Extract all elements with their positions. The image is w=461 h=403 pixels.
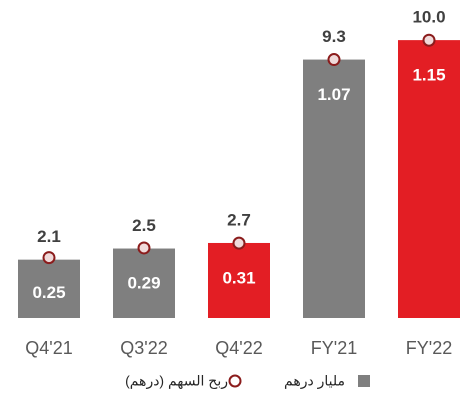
- bar: [398, 40, 460, 318]
- legend-label: ربح السهم (درهم): [125, 373, 228, 390]
- value-label: 2.1: [37, 227, 61, 246]
- value-label: 9.3: [322, 27, 346, 46]
- legend-marker: [228, 374, 242, 388]
- value-label: 2.7: [227, 210, 251, 229]
- x-tick-label: FY'21: [311, 338, 357, 358]
- x-tick-label: Q4'22: [215, 338, 262, 358]
- legend-swatch: [358, 375, 370, 387]
- x-tick-label: Q4'21: [25, 338, 72, 358]
- value-label: 2.5: [132, 216, 156, 235]
- eps-label: 1.15: [412, 66, 445, 85]
- eps-marker: [232, 236, 246, 250]
- eps-marker: [327, 53, 341, 67]
- bar: [303, 59, 365, 318]
- bar: [208, 242, 270, 318]
- eps-label: 1.07: [317, 85, 350, 104]
- eps-marker: [422, 33, 436, 47]
- bar: [113, 248, 175, 318]
- eps-marker: [137, 241, 151, 255]
- bar: [18, 259, 80, 318]
- value-label: 10.0: [412, 8, 445, 27]
- eps-label: 0.29: [127, 273, 160, 292]
- eps-label: 0.25: [32, 283, 65, 302]
- eps-marker: [42, 251, 56, 265]
- x-tick-label: Q3'22: [120, 338, 167, 358]
- eps-label: 0.31: [222, 269, 255, 288]
- x-tick-label: FY'22: [406, 338, 452, 358]
- legend-label: مليار درهم: [284, 373, 345, 390]
